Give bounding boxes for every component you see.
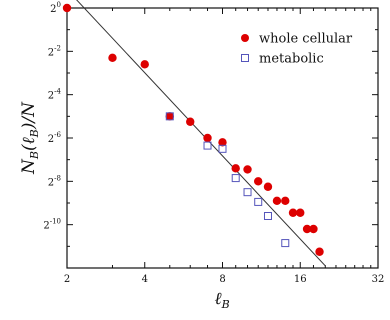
whole-cellular-point (254, 177, 263, 186)
legend: whole cellular metabolic (241, 32, 353, 67)
x-tick-label: 8 (219, 274, 225, 285)
metabolic-point (263, 212, 272, 220)
metabolic-point (218, 144, 227, 153)
series-layer (62, 0, 326, 267)
metabolic-point (243, 188, 252, 197)
x-axis: 2 4 8 16 32 (64, 8, 385, 285)
whole-cellular-point (243, 165, 252, 174)
metabolic-point (165, 112, 174, 121)
y-tick-label: 20 (50, 1, 61, 15)
x-tick-label: 32 (372, 274, 385, 285)
legend-marker-metabolic (241, 54, 249, 62)
y-tick-label: 2-2 (48, 44, 61, 58)
whole-cellular-point (108, 53, 117, 63)
legend-marker-whole-cellular (241, 34, 249, 42)
whole-cellular-point (140, 60, 149, 69)
y-axis-title: NB(ℓB)/N (19, 101, 41, 175)
whole-cellular-point (231, 164, 240, 173)
whole-cellular-point (186, 117, 195, 126)
axis-titles: ℓB NB(ℓB)/N (19, 101, 230, 311)
whole-cellular-point (272, 196, 282, 206)
y-tick-label: 2-8 (48, 174, 61, 188)
whole-cellular-point (309, 224, 318, 234)
whole-cellular-point (218, 138, 227, 147)
whole-cellular-point (288, 208, 298, 217)
whole-cellular-point (165, 112, 174, 121)
metabolic-point (281, 239, 290, 248)
y-tick-label: 2-6 (48, 131, 62, 145)
whole-cellular-point (263, 182, 273, 191)
metabolic-point (203, 141, 212, 150)
x-tick-label: 4 (142, 274, 148, 285)
y-tick-label: 2-4 (48, 88, 62, 102)
metabolic-point (254, 197, 263, 206)
whole-cellular-point (315, 247, 324, 256)
y-tick-label: 2-10 (43, 218, 61, 232)
y-axis: 20 2-2 2-4 2-6 2-8 2-10 (43, 1, 378, 247)
plot-frame (66, 7, 379, 269)
x-tick-label: 16 (294, 274, 307, 285)
legend-label: metabolic (259, 52, 324, 67)
fit-line (76, 0, 326, 267)
whole-cellular-point (296, 208, 305, 217)
whole-cellular-point (62, 3, 72, 13)
whole-cellular-point (302, 224, 312, 234)
whole-cellular-point (281, 196, 290, 206)
plot-area (66, 7, 379, 269)
x-tick-label: 2 (64, 274, 70, 285)
metabolic-point (231, 174, 240, 183)
whole-cellular-point (203, 133, 212, 143)
x-axis-title: ℓB (215, 289, 230, 311)
legend-label: whole cellular (259, 32, 353, 47)
